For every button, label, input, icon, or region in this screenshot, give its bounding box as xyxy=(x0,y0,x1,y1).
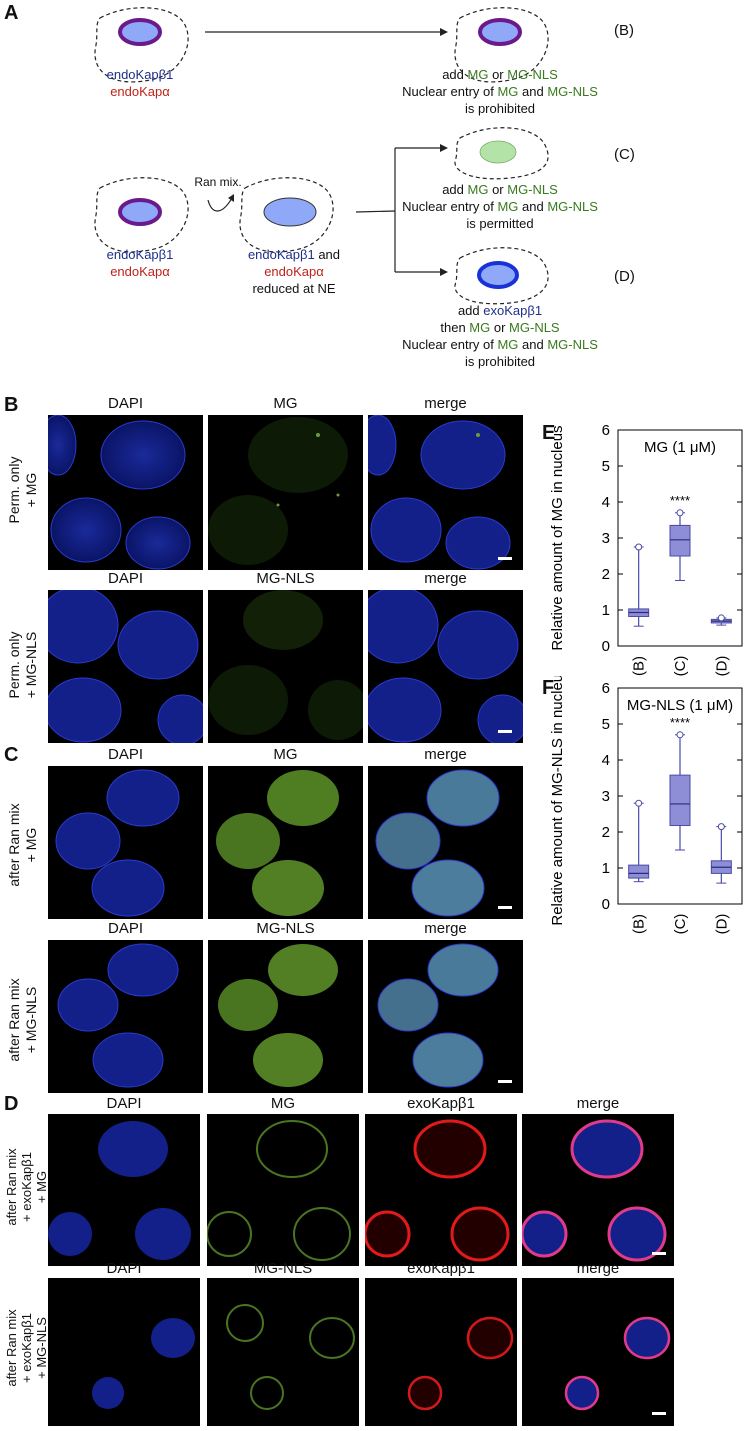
y-tick-label: 2 xyxy=(602,566,610,583)
chart-title: MG (1 μM) xyxy=(644,439,716,456)
cell-outline xyxy=(239,177,334,253)
panel-b-letter: B xyxy=(4,394,19,416)
curved-arrow xyxy=(207,197,233,212)
box xyxy=(669,774,691,827)
endo-kapa-label: endoKapα xyxy=(264,264,324,279)
cell-outline xyxy=(454,7,549,83)
scale-bar xyxy=(652,1412,666,1415)
y-tick-label: 3 xyxy=(602,530,610,547)
y-tick-label: 1 xyxy=(602,860,610,877)
box-plot-e: 0 1 2 3 4 5 6 Relative amount of MG in nucleus M… xyxy=(549,422,743,677)
y-tick-label: 5 xyxy=(602,458,610,475)
box xyxy=(669,524,691,557)
cell-outline xyxy=(94,177,189,253)
cell-outline xyxy=(94,7,189,83)
case-d-tag: (D) xyxy=(614,268,635,285)
endo-kapb1-label: endoKapβ1 xyxy=(106,247,174,262)
endo-kapa-label: endoKapα xyxy=(110,84,170,99)
panel-f-letter: F xyxy=(542,677,555,699)
row-label: after Ran mix + MG xyxy=(6,803,39,887)
y-tick-label: 0 xyxy=(602,638,610,655)
micrograph-dapi xyxy=(48,1278,200,1426)
y-tick-label: 3 xyxy=(602,788,610,805)
outlier-point xyxy=(676,509,684,517)
endo-kapb1-label: endoKapβ1 xyxy=(106,67,174,82)
x-tick-label: (B) xyxy=(631,656,648,676)
micrograph-merge xyxy=(368,940,523,1093)
y-tick-label: 6 xyxy=(602,422,610,439)
significance-label: **** xyxy=(670,493,690,508)
nucleus xyxy=(263,197,317,227)
box xyxy=(628,864,650,879)
significance-label: **** xyxy=(670,715,690,730)
micrograph-dapi xyxy=(48,940,203,1093)
micrograph-merge xyxy=(368,766,523,919)
micrograph-merge xyxy=(522,1278,674,1426)
chart-title: MG-NLS (1 μM) xyxy=(627,697,733,714)
outlier-point xyxy=(717,823,725,831)
micrograph-dapi xyxy=(48,1114,200,1266)
micrograph-mg-nls xyxy=(208,590,363,743)
micrograph-mg xyxy=(208,415,363,570)
y-tick-label: 0 xyxy=(602,896,610,913)
scale-bar xyxy=(652,1252,666,1255)
y-tick-label: 4 xyxy=(602,494,610,511)
y-axis-label: Relative amount of MG in nucleus xyxy=(549,425,566,650)
nucleus xyxy=(477,261,519,289)
y-tick-label: 2 xyxy=(602,824,610,841)
x-tick-label: (C) xyxy=(672,914,689,935)
row-label: after Ran mix + exoKapβ1 + MG xyxy=(4,1148,49,1226)
y-tick-label: 5 xyxy=(602,716,610,733)
micrograph-dapi xyxy=(48,766,203,919)
endo-kapb1-label: endoKapβ1 xyxy=(247,247,315,262)
scale-bar xyxy=(498,906,512,909)
row-label: Perm. only + MG xyxy=(6,456,39,524)
micrograph-mg-nls xyxy=(208,940,363,1093)
micrograph-exokapb1 xyxy=(365,1278,517,1426)
micrograph-merge xyxy=(368,590,523,743)
outlier-point xyxy=(635,543,643,551)
box-plot-f: 0 1 2 3 4 5 6 Relative amount of MG-NLS in nucl… xyxy=(549,676,743,935)
y-tick-label: 6 xyxy=(602,680,610,697)
x-tick-label: (D) xyxy=(713,914,730,935)
x-tick-label: (B) xyxy=(631,914,648,934)
scale-bar xyxy=(498,1080,512,1083)
ran-mix-label: Ran mix. xyxy=(194,175,242,189)
x-tick-label: (D) xyxy=(713,656,730,677)
outlier-point xyxy=(717,614,725,622)
case-b-tag: (B) xyxy=(614,22,634,39)
micrograph-mg xyxy=(208,766,363,919)
x-tick-label: (C) xyxy=(672,656,689,677)
endo-kapa-label: endoKapα xyxy=(110,264,170,279)
panel-a-letter: A xyxy=(4,2,19,24)
scale-bar xyxy=(498,557,512,560)
reduced-label: reduced at NE xyxy=(252,281,336,296)
panel-d-letter: D xyxy=(4,1093,19,1115)
micrograph-merge xyxy=(522,1114,674,1266)
panel-c-letter: C xyxy=(4,744,19,766)
case-c-tag: (C) xyxy=(614,146,635,163)
nucleus xyxy=(118,198,162,226)
outlier-point xyxy=(676,731,684,739)
panel-e-letter: E xyxy=(542,422,556,444)
y-tick-label: 4 xyxy=(602,752,610,769)
schematic-diagram xyxy=(94,7,549,305)
row-label: after Ran mix + MG-NLS xyxy=(6,978,39,1062)
nucleus xyxy=(479,140,517,164)
outlier-point xyxy=(635,799,643,807)
nucleus xyxy=(118,18,162,46)
row-label: Perm. only + MG-NLS xyxy=(6,631,39,699)
cell-outline xyxy=(454,247,549,305)
y-tick-label: 1 xyxy=(602,602,610,619)
micrograph-merge xyxy=(368,415,523,570)
micrograph-dapi xyxy=(48,590,203,743)
nucleus xyxy=(478,18,522,46)
micrograph-dapi xyxy=(48,415,203,570)
micrograph-mg-nls xyxy=(207,1278,359,1426)
y-axis-label: Relative amount of MG-NLS in nucleus xyxy=(549,676,566,926)
row-label: after Ran mix + exoKapβ1 + MG-NLS xyxy=(4,1309,49,1387)
micrograph-exokapb1 xyxy=(365,1114,517,1266)
micrograph-mg xyxy=(207,1114,359,1266)
scale-bar xyxy=(498,730,512,733)
